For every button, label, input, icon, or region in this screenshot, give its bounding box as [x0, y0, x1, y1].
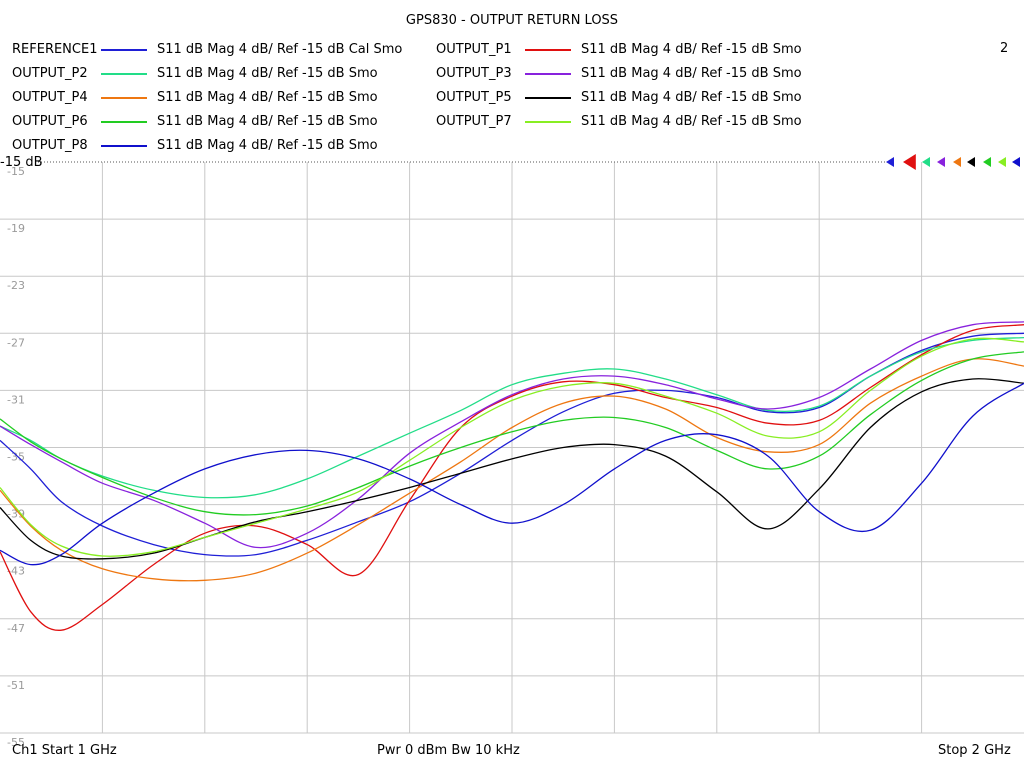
trace-name: OUTPUT_P3 — [436, 66, 512, 81]
trace-desc: S11 dB Mag 4 dB/ Ref -15 dB Smo — [157, 90, 378, 105]
trace-desc: S11 dB Mag 4 dB/ Ref -15 dB Smo — [581, 90, 802, 105]
channel-number: 2 — [1000, 41, 1009, 56]
reference-marker-triangle — [886, 157, 894, 167]
trace-desc: S11 dB Mag 4 dB/ Ref -15 dB Smo — [581, 114, 802, 129]
trace-swatch — [525, 73, 571, 75]
trace-output-p3 — [0, 321, 1024, 549]
reference-marker-triangle — [983, 157, 991, 167]
trace-swatch — [101, 121, 147, 123]
trace-name: OUTPUT_P1 — [436, 42, 512, 57]
reference-line: -15 dB — [0, 155, 888, 170]
reference-markers — [886, 154, 1020, 170]
trace-desc: S11 dB Mag 4 dB/ Ref -15 dB Smo — [157, 66, 378, 81]
chart-title: GPS830 - OUTPUT RETURN LOSS — [405, 13, 619, 28]
y-tick-label: -19 — [7, 222, 25, 235]
trace-name: OUTPUT_P8 — [12, 138, 88, 153]
y-tick-label: -27 — [7, 336, 25, 349]
trace-name: OUTPUT_P2 — [12, 66, 88, 81]
trace-reference1 — [0, 332, 1024, 557]
y-tick-label: -39 — [7, 508, 25, 521]
trace-name: OUTPUT_P7 — [436, 114, 512, 129]
trace-swatch — [101, 97, 147, 99]
trace-desc: S11 dB Mag 4 dB/ Ref -15 dB Smo — [157, 138, 378, 153]
footer-power-bandwidth: Pwr 0 dBm Bw 10 kHz — [377, 743, 520, 758]
y-tick-label: -23 — [7, 279, 25, 292]
footer-start: Ch1 Start 1 GHz — [12, 743, 117, 758]
trace-swatch — [525, 49, 571, 51]
trace-desc: S11 dB Mag 4 dB/ Ref -15 dB Cal Smo — [157, 42, 403, 57]
trace-name: OUTPUT_P4 — [12, 90, 88, 105]
trace-swatch — [101, 73, 147, 75]
y-tick-label: -31 — [7, 393, 25, 406]
trace-output-p2 — [0, 336, 1024, 499]
y-tick-label: -35 — [7, 451, 25, 464]
trace-output-p7 — [0, 337, 1024, 557]
reference-marker-triangle — [953, 157, 961, 167]
trace-output-p1 — [0, 324, 1024, 631]
trace-desc: S11 dB Mag 4 dB/ Ref -15 dB Smo — [581, 42, 802, 57]
reference-marker-triangle — [1012, 157, 1020, 167]
y-tick-label: -51 — [7, 679, 25, 692]
traces — [0, 321, 1024, 631]
trace-output-p6 — [0, 351, 1024, 516]
trace-output-p5 — [0, 378, 1024, 560]
reference-marker-triangle — [922, 157, 930, 167]
reference-marker-triangle — [937, 157, 945, 167]
reference-label: -15 dB — [0, 155, 43, 170]
trace-swatch — [525, 97, 571, 99]
y-tick-label: -15 — [7, 165, 25, 178]
reference-marker-triangle — [967, 157, 975, 167]
trace-swatch — [101, 145, 147, 147]
trace-name: REFERENCE1 — [12, 42, 98, 57]
grid — [0, 162, 1024, 734]
reference-marker-triangle — [903, 154, 916, 170]
trace-desc: S11 dB Mag 4 dB/ Ref -15 dB Smo — [581, 66, 802, 81]
y-tick-label: -55 — [7, 736, 25, 749]
trace-name: OUTPUT_P5 — [436, 90, 512, 105]
y-tick-labels: -15 -19 -23 -27 -31 -35 -39 -43 -47 -51 -55 — [7, 165, 25, 749]
trace-desc: S11 dB Mag 4 dB/ Ref -15 dB Smo — [157, 114, 378, 129]
y-tick-label: -47 — [7, 622, 25, 635]
trace-name: OUTPUT_P6 — [12, 114, 88, 129]
trace-swatch — [525, 121, 571, 123]
trace-output-p4 — [0, 358, 1024, 582]
trace-swatch — [101, 49, 147, 51]
footer-stop: Stop 2 GHz — [938, 743, 1011, 758]
trace-output-p8 — [0, 382, 1024, 566]
reference-marker-triangle — [998, 157, 1006, 167]
y-tick-label: -43 — [7, 565, 25, 578]
